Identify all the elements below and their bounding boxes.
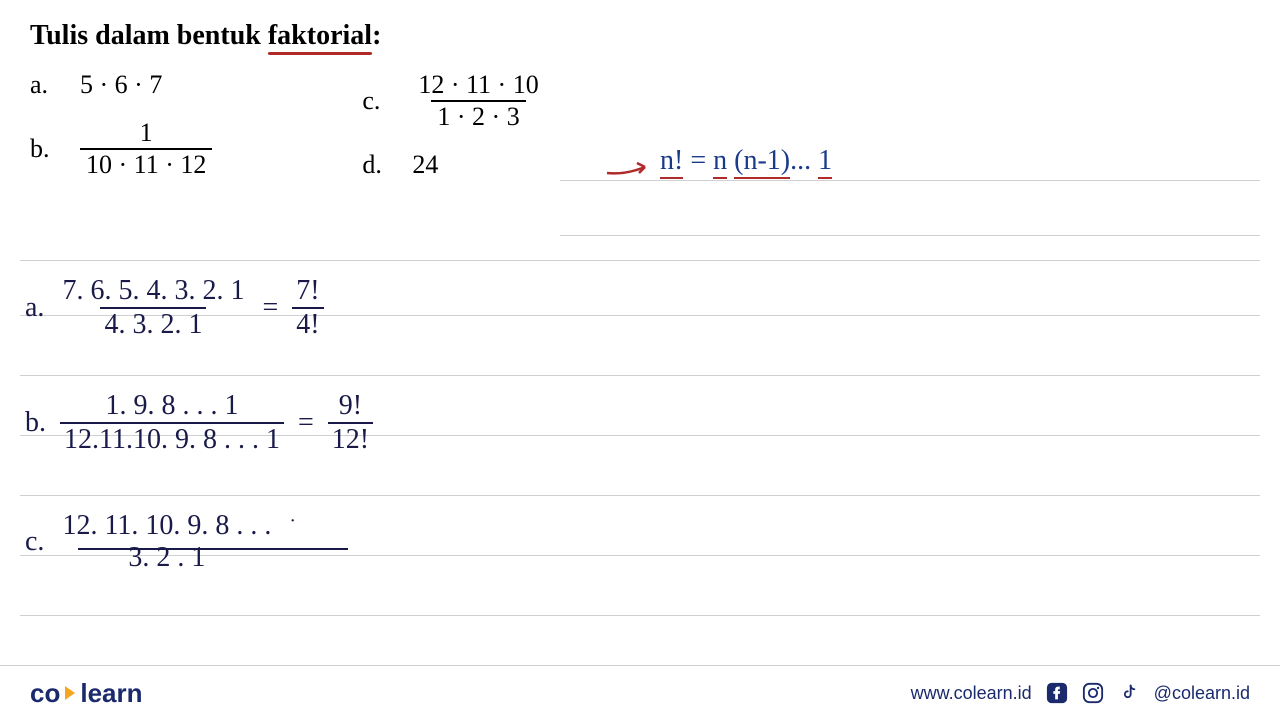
solution-c-left-num: 12. 11. 10. 9. 8 . . . [58, 510, 275, 542]
problem-b-num: 1 [134, 118, 159, 148]
footer-right: www.colearn.id @colearn.id [911, 682, 1250, 704]
note-dots: ... [790, 145, 818, 176]
problem-a-expr: 5 · 6 · 7 [80, 70, 162, 100]
rule-line [20, 615, 1260, 616]
solution-c: c. 12. 11. 10. 9. 8 . . . 3. 2 . 1 · [25, 510, 296, 574]
solution-a-right-den: 4! [292, 307, 323, 341]
problem-label-a: a. [30, 70, 50, 100]
solution-c-label: c. [25, 526, 44, 558]
problem-c-num: 12 · 11 · 10 [412, 70, 544, 100]
solution-b-left-num: 1. 9. 8 . . . 1 [101, 390, 242, 422]
footer-url[interactable]: www.colearn.id [911, 683, 1032, 704]
problem-label-c: c. [362, 86, 382, 116]
solution-b: b. 1. 9. 8 . . . 1 12.11.10. 9. 8 . . . … [25, 390, 373, 456]
problem-label-b: b. [30, 134, 50, 164]
logo-triangle-icon [65, 686, 75, 700]
problem-c-frac: 12 · 11 · 10 1 · 2 · 3 [412, 70, 544, 132]
facebook-icon[interactable] [1046, 682, 1068, 704]
arrow-icon [605, 155, 655, 179]
upper-rule-1 [560, 180, 1260, 181]
note-eq: = [683, 145, 713, 176]
page-title: Tulis dalam bentuk faktorial: [30, 20, 1250, 52]
problem-b-frac: 1 10 · 11 · 12 [80, 118, 212, 180]
ruled-area: a. 7. 6. 5. 4. 3. 2. 1 4. 3. 2. 1 = 7! 4… [0, 260, 1280, 655]
solution-a-left-frac: 7. 6. 5. 4. 3. 2. 1 4. 3. 2. 1 [58, 275, 248, 341]
rule-line [20, 495, 1260, 496]
tiktok-icon[interactable] [1118, 682, 1140, 704]
title-prefix: Tulis dalam bentuk [30, 20, 268, 51]
problem-b-den: 10 · 11 · 12 [80, 148, 212, 180]
problem-label-d: d. [362, 150, 382, 180]
instagram-icon[interactable] [1082, 682, 1104, 704]
solution-b-right-frac: 9! 12! [328, 390, 373, 456]
note-n-fact: n! [660, 145, 683, 179]
title-suffix: : [372, 20, 381, 51]
footer: co learn www.colearn.id @colearn.id [0, 665, 1280, 720]
factorial-definition: n! = n (n-1)... 1 [660, 145, 832, 177]
rule-line [20, 375, 1260, 376]
solution-c-left-frac: 12. 11. 10. 9. 8 . . . 3. 2 . 1 [58, 510, 275, 574]
solution-a-eq: = [262, 292, 278, 324]
solution-a-right-frac: 7! 4! [292, 275, 323, 341]
problem-a: a. 5 · 6 · 7 [30, 70, 212, 100]
solution-a-right-num: 7! [292, 275, 323, 307]
rule-line [20, 260, 1260, 261]
solution-c-dot: · [289, 510, 296, 533]
solution-b-label: b. [25, 407, 46, 439]
footer-handle[interactable]: @colearn.id [1154, 683, 1250, 704]
brand-logo: co learn [30, 678, 143, 709]
problem-d: d. 24 [362, 150, 544, 180]
solution-b-left-frac: 1. 9. 8 . . . 1 12.11.10. 9. 8 . . . 1 [60, 390, 284, 456]
solution-a-left-den: 4. 3. 2. 1 [100, 307, 206, 341]
solution-c-left-den: 3. 2 . 1 [124, 542, 209, 574]
title-underlined: faktorial [268, 20, 372, 52]
solution-b-right-den: 12! [328, 422, 373, 456]
solution-a: a. 7. 6. 5. 4. 3. 2. 1 4. 3. 2. 1 = 7! 4… [25, 275, 324, 341]
note-one: 1 [818, 145, 832, 179]
solution-a-label: a. [25, 292, 44, 324]
solution-a-left-num: 7. 6. 5. 4. 3. 2. 1 [58, 275, 248, 307]
logo-co: co [30, 678, 60, 709]
problem-c-den: 1 · 2 · 3 [431, 100, 525, 132]
logo-learn: learn [80, 678, 142, 709]
upper-rule-2 [560, 235, 1260, 236]
solution-c-underline [78, 548, 348, 550]
problem-d-expr: 24 [412, 150, 438, 180]
solution-b-right-num: 9! [335, 390, 366, 422]
solution-b-eq: = [298, 407, 314, 439]
problem-c: c. 12 · 11 · 10 1 · 2 · 3 [362, 70, 544, 132]
solution-b-left-den: 12.11.10. 9. 8 . . . 1 [60, 422, 284, 456]
note-nm1: (n-1) [734, 145, 790, 179]
problem-b: b. 1 10 · 11 · 12 [30, 118, 212, 180]
note-n: n [713, 145, 727, 179]
